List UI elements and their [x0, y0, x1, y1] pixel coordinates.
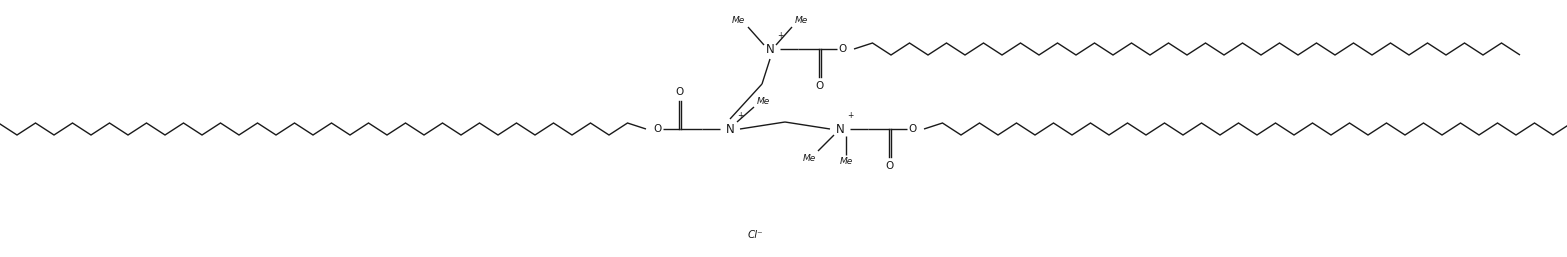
Text: O: O	[838, 44, 846, 54]
Text: +: +	[777, 31, 784, 40]
Text: N: N	[835, 123, 845, 135]
Text: Me: Me	[732, 16, 744, 25]
Text: O: O	[885, 161, 895, 171]
Text: N: N	[726, 123, 735, 135]
Text: Me: Me	[757, 97, 771, 106]
Text: O: O	[907, 124, 917, 134]
Text: O: O	[816, 81, 824, 91]
Text: Me: Me	[802, 154, 816, 163]
Text: Me: Me	[840, 157, 852, 166]
Text: Me: Me	[794, 16, 809, 25]
Text: +: +	[736, 111, 744, 120]
Text: Cl⁻: Cl⁻	[747, 230, 763, 240]
Text: O: O	[653, 124, 661, 134]
Text: +: +	[848, 111, 854, 120]
Text: O: O	[675, 87, 685, 97]
Text: N: N	[766, 42, 774, 56]
